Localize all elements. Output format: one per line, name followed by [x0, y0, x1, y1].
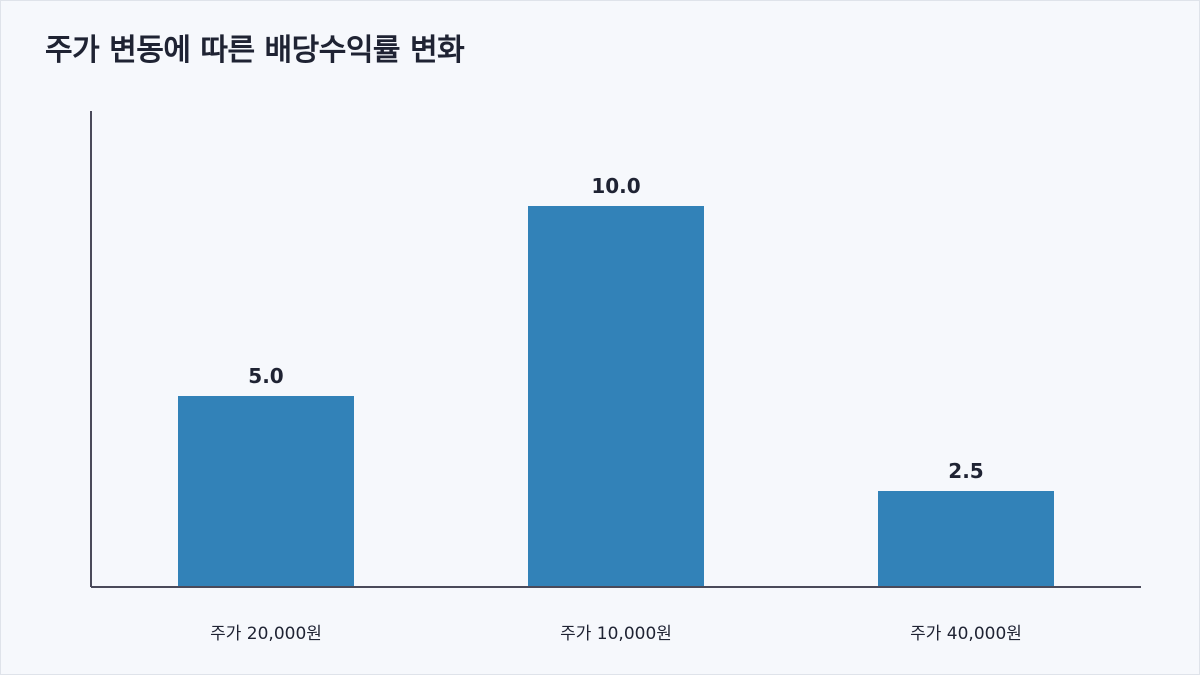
bars-group	[178, 206, 1054, 586]
x-tick-label: 주가 40,000원	[910, 624, 1022, 644]
chart-title: 주가 변동에 따른 배당수익률 변화	[45, 33, 465, 68]
x-tick-label: 주가 10,000원	[560, 624, 672, 644]
bar-value-label: 10.0	[591, 174, 640, 198]
bar	[878, 491, 1054, 586]
value-labels-group: 5.0 10.0 2.5	[248, 174, 983, 483]
x-tick-labels-group: 주가 20,000원 주가 10,000원 주가 40,000원	[210, 624, 1022, 644]
x-tick-label: 주가 20,000원	[210, 624, 322, 644]
bar-value-label: 5.0	[248, 364, 283, 388]
bar-value-label: 2.5	[948, 459, 983, 483]
bar	[528, 206, 704, 586]
bar	[178, 396, 354, 586]
